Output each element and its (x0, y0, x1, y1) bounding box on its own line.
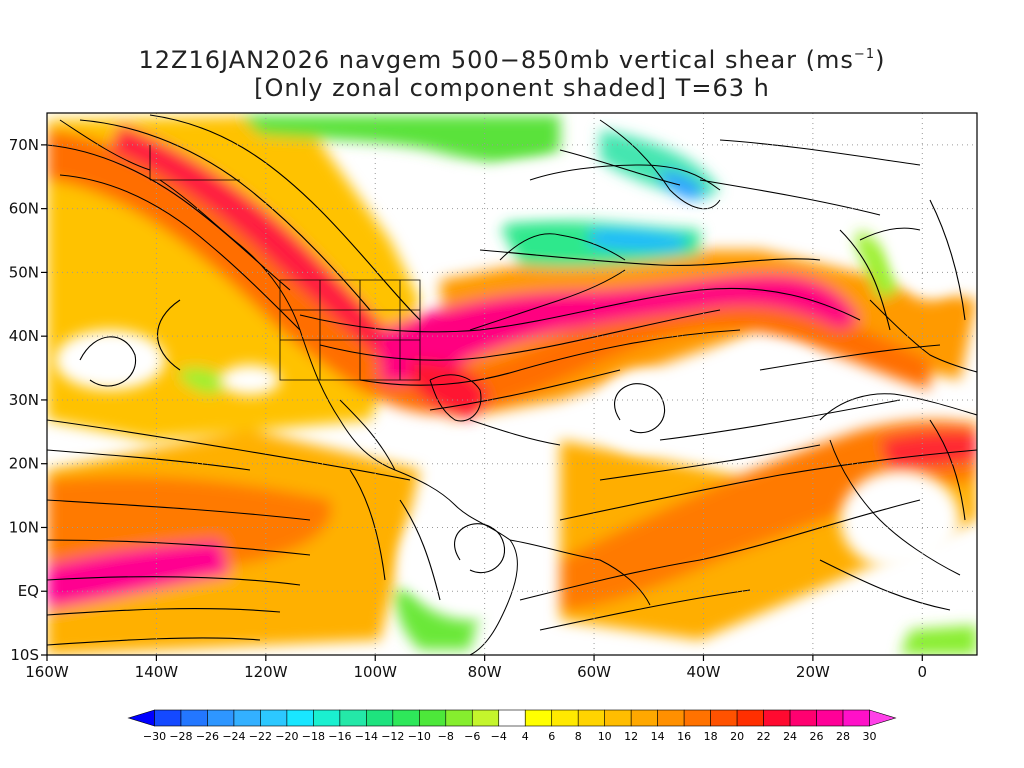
colorbar-label: 22 (757, 730, 771, 743)
colorbar-swatch (392, 709, 420, 727)
colorbar-swatch (419, 709, 447, 727)
title-superscript: −1 (853, 47, 876, 62)
title-prefix: 12Z16JAN2026 navgem 500−850mb vertical s… (138, 46, 854, 74)
colorbar-label: 24 (783, 730, 797, 743)
colorbar-swatch (842, 709, 870, 727)
colorbar-label: 10 (598, 730, 612, 743)
y-tick-label: 50N (9, 263, 39, 281)
colorbar: −30 −28 −26 −24 −22 −20 −18 −16 −14 −12 −10 −8 −6 −4 4… (127, 709, 897, 743)
colorbar-swatch (154, 709, 182, 727)
colorbar-swatch (577, 709, 605, 727)
colorbar-label: −22 (249, 730, 272, 743)
colorbar-label: 30 (863, 730, 877, 743)
y-tick-label: 60N (9, 200, 39, 218)
colorbar-swatch (207, 709, 235, 727)
colorbar-label: 16 (677, 730, 691, 743)
colorbar-label: −24 (222, 730, 245, 743)
map-title-line-2: [Only zonal component shaded] T=63 h (254, 74, 770, 102)
colorbar-label: −6 (464, 730, 480, 743)
y-axis: 10S EQ 10N 20N 30N 40N 50N 60N 70N (9, 136, 47, 664)
colorbar-swatch (630, 709, 658, 727)
plot-frame (46, 112, 978, 656)
colorbar-label: 4 (522, 730, 529, 743)
x-tick-label: 80W (468, 663, 502, 681)
colorbar-swatch (710, 709, 738, 727)
x-tick-label: 100W (354, 663, 398, 681)
colorbar-label: −10 (408, 730, 431, 743)
colorbar-label: −8 (438, 730, 454, 743)
colorbar-swatch (524, 709, 553, 727)
y-tick-label: 30N (9, 391, 39, 409)
y-tick-label: 40N (9, 327, 39, 345)
x-tick-label: 140W (135, 663, 179, 681)
colorbar-swatch (657, 709, 685, 727)
colorbar-swatch (789, 709, 817, 727)
colorbar-swatch (551, 709, 579, 727)
colorbar-swatch (313, 709, 341, 727)
y-tick-label: 70N (9, 136, 39, 154)
colorbar-swatch (736, 709, 764, 727)
colorbar-swatch (366, 709, 394, 727)
colorbar-label: −20 (275, 730, 298, 743)
colorbar-label: 20 (730, 730, 744, 743)
colorbar-label: 26 (810, 730, 824, 743)
shear-shading (47, 113, 977, 655)
x-tick-label: 20W (796, 663, 830, 681)
y-tick-label: 10S (10, 646, 39, 664)
colorbar-label: 28 (836, 730, 850, 743)
colorbar-label: −12 (381, 730, 404, 743)
colorbar-label: −14 (355, 730, 378, 743)
colorbar-label: −4 (491, 730, 507, 743)
colorbar-swatch (604, 709, 632, 727)
colorbar-label: 6 (548, 730, 555, 743)
colorbar-swatch (180, 709, 208, 727)
colorbar-swatch (816, 709, 844, 727)
lat-lon-grid (47, 113, 977, 655)
state-borders (149, 145, 421, 381)
colorbar-swatch (445, 709, 473, 727)
colorbar-label: −26 (196, 730, 219, 743)
colorbar-label: 14 (651, 730, 665, 743)
colorbar-swatch (763, 709, 791, 727)
colorbar-label: 12 (624, 730, 638, 743)
streamlines (47, 114, 977, 646)
colorbar-swatch (260, 709, 288, 727)
x-tick-label: 60W (577, 663, 611, 681)
colorbar-label: −28 (169, 730, 192, 743)
y-tick-label: EQ (18, 582, 39, 600)
colorbar-label: −30 (143, 730, 166, 743)
colorbar-swatch (471, 709, 500, 727)
colorbar-label: 8 (575, 730, 582, 743)
x-tick-label: 0 (918, 663, 928, 681)
x-tick-label: 120W (244, 663, 288, 681)
y-tick-label: 20N (9, 455, 39, 473)
colorbar-label: −16 (328, 730, 351, 743)
colorbar-swatch (339, 709, 367, 727)
x-axis: 160W 140W 120W 100W 80W 60W 40W 20W 0 (25, 655, 927, 681)
colorbar-swatch (286, 709, 314, 727)
coastlines (59, 119, 977, 655)
colorbar-swatch (498, 709, 526, 727)
colorbar-label: 18 (704, 730, 718, 743)
x-tick-label: 40W (687, 663, 721, 681)
map-title-line-1: 12Z16JAN2026 navgem 500−850mb vertical s… (0, 46, 1024, 74)
x-tick-label: 160W (25, 663, 69, 681)
colorbar-swatch (233, 709, 261, 727)
colorbar-label: −18 (302, 730, 325, 743)
y-tick-label: 10N (9, 518, 39, 536)
colorbar-swatch (869, 709, 897, 727)
colorbar-swatch (127, 709, 155, 727)
title-suffix: ) (875, 46, 886, 74)
colorbar-swatch (683, 709, 711, 727)
